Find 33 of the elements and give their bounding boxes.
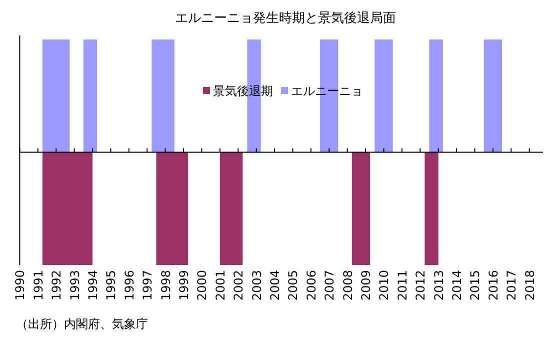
x-tick-label: 2004: [268, 270, 282, 301]
x-tick-label: 1990: [13, 270, 28, 301]
x-tick-label: 1996: [122, 270, 136, 301]
x-tick-label: 2011: [395, 270, 410, 301]
x-tick-label: 1999: [177, 270, 192, 301]
x-tick-label: 2006: [304, 270, 318, 301]
legend-label: 景気後退期: [213, 84, 273, 98]
x-tick-label: 2003: [250, 270, 264, 301]
x-tick-label: 2018: [522, 270, 537, 301]
x-tick-label: 2012: [414, 270, 428, 301]
x-tick-label: 1994: [86, 270, 100, 301]
legend-label: エルニーニョ: [291, 84, 363, 98]
x-tick-label: 2001: [213, 270, 228, 301]
x-tick-label: 2017: [504, 270, 519, 301]
x-tick-label: 2016: [486, 270, 500, 301]
x-tick-label: 1997: [140, 270, 155, 301]
x-tick-label: 2009: [359, 270, 374, 301]
x-tick-label: 2000: [195, 270, 210, 301]
chart-title: エルニーニョ発生時期と景気後退局面: [174, 11, 396, 26]
x-tick-label: 1991: [31, 270, 46, 301]
x-tick-label: 2014: [450, 270, 464, 301]
x-tick-label: 1998: [158, 270, 173, 301]
x-tick-label: 1992: [50, 270, 64, 301]
x-tick-label: 2005: [286, 270, 300, 301]
x-tick-label: 1995: [104, 270, 118, 301]
text: （出所）内閣府、気象庁: [16, 317, 148, 331]
x-tick-label: 1993: [68, 270, 82, 301]
x-tick-label: 2008: [340, 270, 355, 301]
x-tick-label: 2007: [322, 270, 337, 301]
x-tick-label: 2002: [232, 270, 246, 301]
x-tick-label: 2015: [468, 270, 482, 301]
x-tick-label: 2013: [432, 270, 446, 301]
x-tick-label: 2010: [377, 270, 392, 301]
